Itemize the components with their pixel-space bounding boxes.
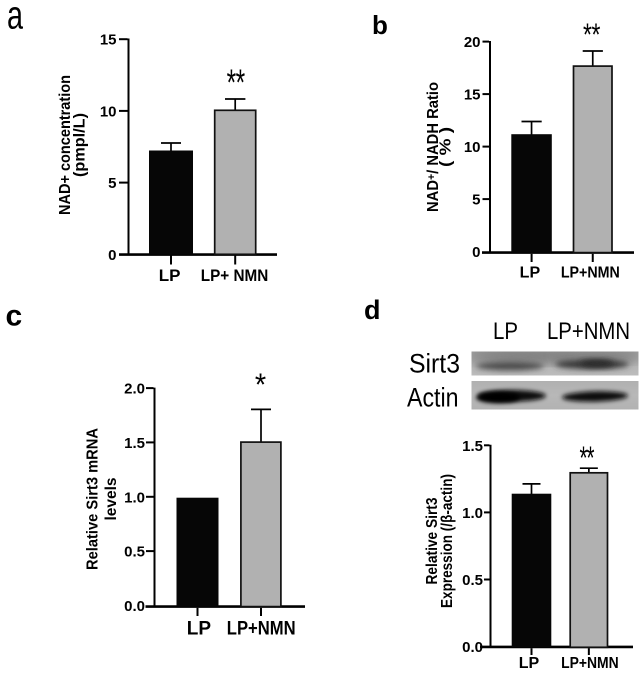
svg-text:LP: LP <box>520 265 541 282</box>
svg-text:LP+NMN: LP+NMN <box>561 655 619 672</box>
svg-text:NAD+ concentration: NAD+ concentration <box>57 75 74 215</box>
svg-text:c: c <box>6 300 23 333</box>
svg-text:Relative Sirt3 mRNA: Relative Sirt3 mRNA <box>85 428 102 570</box>
svg-text:1.0: 1.0 <box>462 505 483 522</box>
svg-text:levels: levels <box>103 478 120 521</box>
svg-text:Expression (/β-actin): Expression (/β-actin) <box>439 474 456 608</box>
svg-text:10: 10 <box>464 139 481 156</box>
svg-text:LP+NMN: LP+NMN <box>561 265 620 282</box>
svg-text:LP: LP <box>493 318 518 345</box>
svg-text:10: 10 <box>100 103 117 120</box>
svg-text:0.5: 0.5 <box>462 572 483 589</box>
svg-text:15: 15 <box>464 87 481 104</box>
svg-text:0.5: 0.5 <box>124 544 145 561</box>
svg-text:**: ** <box>580 439 595 476</box>
svg-text:2.0: 2.0 <box>124 381 145 398</box>
svg-text:1.5: 1.5 <box>124 435 145 452</box>
svg-text:**: ** <box>227 62 245 103</box>
svg-text:LP+NMN: LP+NMN <box>547 318 630 345</box>
svg-text:20: 20 <box>464 34 481 51</box>
svg-text:1.5: 1.5 <box>462 438 483 455</box>
svg-text:d: d <box>364 295 381 325</box>
svg-text:0.0: 0.0 <box>124 598 145 615</box>
svg-text:LP+ NMN: LP+ NMN <box>201 266 269 285</box>
svg-text:5: 5 <box>108 175 116 192</box>
svg-text:a: a <box>7 0 24 38</box>
svg-text:0: 0 <box>108 247 116 264</box>
svg-text:**: ** <box>583 17 601 52</box>
svg-text:LP+NMN: LP+NMN <box>227 618 296 639</box>
svg-text:Actin: Actin <box>407 383 459 413</box>
svg-text:0.0: 0.0 <box>462 639 483 656</box>
svg-text:1.0: 1.0 <box>124 489 145 506</box>
svg-text:LP: LP <box>187 618 212 639</box>
svg-text:*: * <box>255 367 266 403</box>
svg-text:5: 5 <box>472 192 480 209</box>
svg-text:Sirt3: Sirt3 <box>409 349 460 379</box>
svg-text:0: 0 <box>472 244 480 261</box>
svg-text:b: b <box>372 10 388 40</box>
svg-text:LP: LP <box>159 266 181 285</box>
svg-text:( % ): ( % ) <box>438 127 455 167</box>
svg-text:15: 15 <box>100 32 117 49</box>
svg-text:(pmpl/L): (pmpl/L) <box>72 113 89 177</box>
svg-text:LP: LP <box>519 655 540 672</box>
svg-text:Relative Sirt3: Relative Sirt3 <box>424 497 441 584</box>
